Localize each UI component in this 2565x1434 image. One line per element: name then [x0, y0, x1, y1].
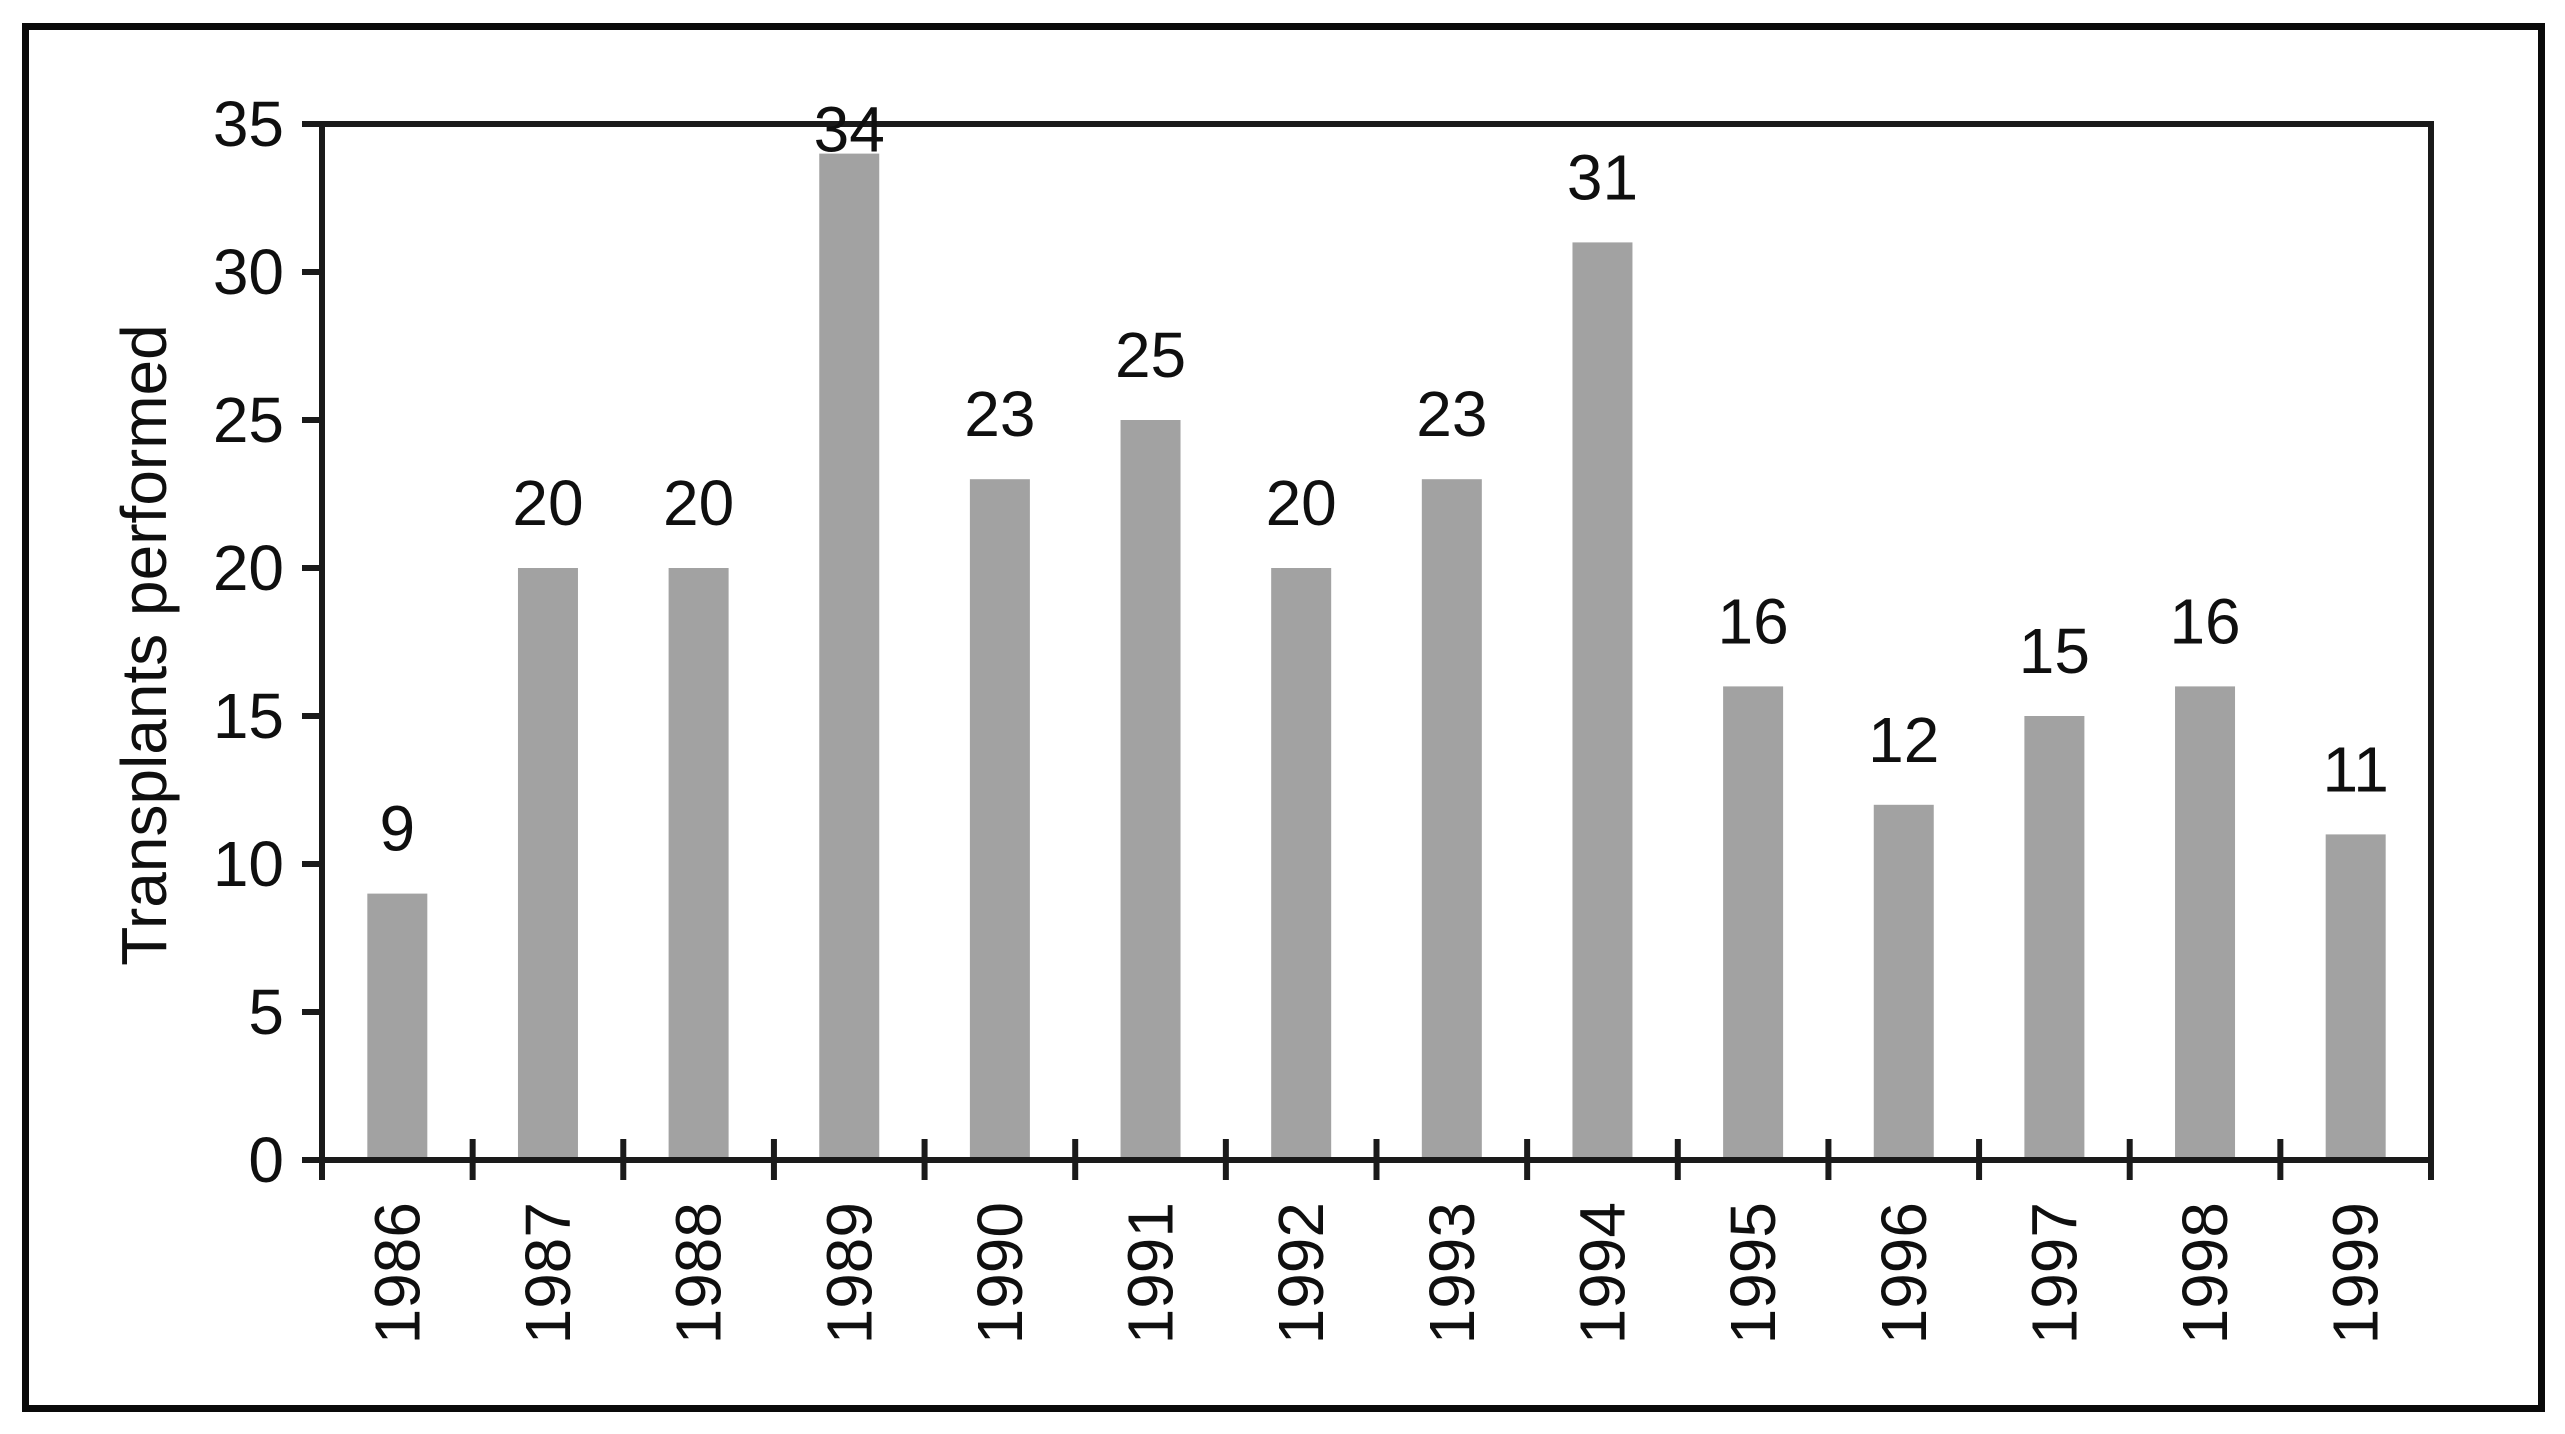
- bar-value-label: 20: [663, 467, 734, 539]
- y-tick-label: 10: [213, 828, 284, 900]
- x-tick-label: 1993: [1416, 1202, 1488, 1344]
- x-tick-label: 1995: [1717, 1202, 1789, 1344]
- bar-value-label: 25: [1115, 319, 1186, 391]
- bar-value-label: 16: [2169, 585, 2240, 657]
- x-tick-label: 1996: [1868, 1202, 1940, 1344]
- bar: [2325, 834, 2386, 1160]
- bar: [1873, 804, 1934, 1160]
- y-tick-label: 0: [248, 1124, 284, 1196]
- x-tick-label: 1986: [361, 1202, 433, 1344]
- bar-value-label: 20: [512, 467, 583, 539]
- bar: [969, 479, 1030, 1160]
- bar: [367, 893, 428, 1160]
- figure-border: [22, 23, 2545, 1412]
- bar: [1723, 686, 1784, 1160]
- bar: [819, 153, 880, 1161]
- bar: [517, 568, 578, 1160]
- y-tick-label: 15: [213, 680, 284, 752]
- bar-value-label: 31: [1567, 141, 1638, 213]
- bar: [2175, 686, 2236, 1160]
- x-tick-labels-layer: 1986 1987 1988 1989 1990 1991 1992 1993 1994 1995…: [361, 1202, 2391, 1344]
- bar-value-label: 16: [1718, 585, 1789, 657]
- y-tick-label: 35: [213, 88, 284, 160]
- bar-value-label: 9: [380, 793, 416, 865]
- x-tick-label: 1988: [663, 1202, 735, 1344]
- bar-value-label: 20: [1266, 467, 1337, 539]
- x-tick-label: 1990: [964, 1202, 1036, 1344]
- bar: [1572, 242, 1633, 1160]
- y-axis-ticks-layer: [302, 121, 322, 1163]
- x-tick-label: 1997: [2018, 1202, 2090, 1344]
- x-axis-ticks-layer: [319, 1139, 2434, 1180]
- bar-value-label: 15: [2019, 615, 2090, 687]
- x-tick-label: 1994: [1566, 1202, 1638, 1344]
- bar-value-label: 12: [1868, 704, 1939, 776]
- x-tick-label: 1992: [1265, 1202, 1337, 1344]
- y-tick-label: 30: [213, 236, 284, 308]
- bar: [668, 568, 729, 1160]
- y-axis-title: Transplants performed: [108, 324, 180, 965]
- bar: [1120, 420, 1181, 1160]
- bar-value-label: 23: [964, 378, 1035, 450]
- y-tick-label: 20: [213, 532, 284, 604]
- bar: [1421, 479, 1482, 1160]
- x-tick-label: 1987: [512, 1202, 584, 1344]
- x-tick-label: 1991: [1115, 1202, 1187, 1344]
- y-tick-label: 25: [213, 384, 284, 456]
- x-tick-label: 1999: [2320, 1202, 2392, 1344]
- bar-value-labels-layer: 9 20 20 34 23 25 20 23 31 16 12 15 16 11: [380, 94, 2389, 865]
- bar-value-label: 23: [1416, 378, 1487, 450]
- x-tick-label: 1989: [813, 1202, 885, 1344]
- bars-layer: [367, 153, 2386, 1161]
- bar-value-label: 11: [2322, 733, 2388, 805]
- y-tick-labels-layer: 0 5 10 15 20 25 30 35: [213, 88, 284, 1196]
- bar: [2024, 716, 2085, 1160]
- bar: [1271, 568, 1332, 1160]
- y-tick-label: 5: [248, 976, 284, 1048]
- bar-value-label: 34: [814, 94, 885, 166]
- x-tick-label: 1998: [2169, 1202, 2241, 1344]
